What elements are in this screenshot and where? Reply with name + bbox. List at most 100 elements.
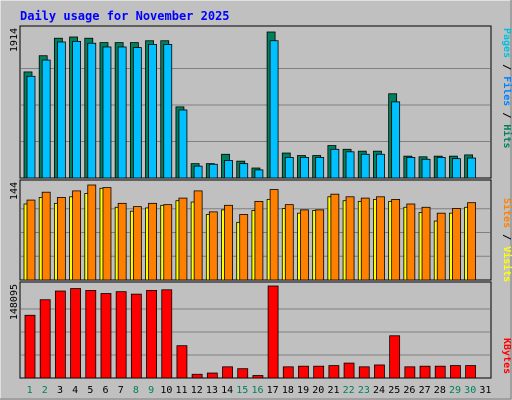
bar-files <box>87 42 97 179</box>
panel-sites-visits: 144 Sites / Visits <box>9 179 512 282</box>
x-tick-label: 25 <box>388 385 400 396</box>
bar-kbytes <box>24 314 36 379</box>
x-tick-label: 29 <box>449 385 461 396</box>
bar-sites <box>315 209 325 281</box>
bar-sites <box>56 197 66 281</box>
bar-sites <box>87 184 97 281</box>
bar-files <box>148 44 157 179</box>
x-tick-label: 24 <box>373 385 385 396</box>
bar-kbytes <box>358 366 370 379</box>
panel-top-background <box>19 25 492 179</box>
bar-sites <box>284 204 294 281</box>
x-tick-label: 26 <box>403 385 415 396</box>
bar-files <box>391 101 401 179</box>
x-tick-label: 16 <box>251 385 263 396</box>
panel-middle-bars <box>23 184 477 281</box>
bar-kbytes <box>404 366 416 379</box>
bar-files <box>452 158 461 179</box>
x-tick-label: 31 <box>479 385 491 396</box>
bar-kbytes <box>54 290 66 379</box>
x-tick-label: 17 <box>267 385 279 396</box>
bar-sites <box>163 204 173 281</box>
x-tick-label: 5 <box>87 385 93 396</box>
bar-sites <box>117 202 127 281</box>
bar-files <box>56 41 66 179</box>
bar-sites <box>72 190 81 281</box>
bar-kbytes <box>298 365 309 379</box>
bar-sites <box>132 206 142 281</box>
bar-files <box>467 157 477 179</box>
bar-sites <box>345 196 355 281</box>
x-tick-label: 23 <box>358 385 370 396</box>
y-max-label-middle: 144 <box>9 182 20 200</box>
bar-kbytes <box>206 372 218 379</box>
bar-kbytes <box>267 285 279 379</box>
bar-kbytes <box>130 293 142 379</box>
panel-hits-files-pages: 1914 Pages / Files / Hits <box>9 25 512 179</box>
x-tick-label: 7 <box>118 385 124 396</box>
bar-files <box>102 46 112 179</box>
x-tick-label: 11 <box>176 385 188 396</box>
bar-sites <box>26 199 36 281</box>
bar-files <box>193 165 203 179</box>
bar-sites <box>330 193 340 281</box>
bar-files <box>117 46 127 179</box>
bar-sites <box>436 212 446 281</box>
bar-kbytes <box>434 365 446 379</box>
bar-files <box>376 153 385 179</box>
bar-sites <box>406 203 416 281</box>
x-tick-label: 20 <box>312 385 324 396</box>
bar-kbytes <box>191 373 203 379</box>
legend-visits: Visits <box>501 246 512 282</box>
y-max-label-bottom: 148095 <box>9 284 20 320</box>
x-tick-label: 13 <box>206 385 218 396</box>
bar-sites <box>376 196 385 281</box>
x-tick-label: 28 <box>434 385 446 396</box>
bar-sites <box>467 202 477 281</box>
bar-kbytes <box>374 364 385 379</box>
legend-sites: Sites <box>501 198 512 228</box>
bar-kbytes <box>313 365 325 379</box>
bar-kbytes <box>176 345 188 379</box>
bar-files <box>345 151 355 179</box>
bar-files <box>436 157 446 179</box>
x-tick-label: 19 <box>297 385 309 396</box>
bar-sites <box>391 199 401 281</box>
bar-sites <box>421 206 431 281</box>
x-tick-label: 14 <box>221 385 233 396</box>
bar-kbytes <box>328 365 340 379</box>
bar-sites <box>269 189 279 281</box>
bar-files <box>41 59 51 179</box>
x-tick-label: 12 <box>191 385 203 396</box>
bar-kbytes <box>237 368 249 379</box>
legend-separator-2: / <box>501 112 512 118</box>
x-axis-day-labels: 1 2 3 4 5 6 7 8 9 10 11 12 13 14 15 16 17 18 19 20 21 22 23 24 2… <box>27 385 492 396</box>
x-tick-label: 1 <box>27 385 33 396</box>
legend-pages: Pages <box>501 28 512 58</box>
bar-files <box>208 163 218 179</box>
x-tick-label: 21 <box>327 385 339 396</box>
bar-kbytes <box>100 293 112 379</box>
bar-files <box>360 153 370 179</box>
legend-separator-3: / <box>501 234 512 240</box>
bar-files <box>239 163 249 179</box>
x-tick-label: 27 <box>419 385 431 396</box>
bar-kbytes <box>282 366 294 379</box>
bar-kbytes <box>389 335 401 379</box>
x-tick-label: 6 <box>103 385 109 396</box>
panel-bottom-background <box>19 281 492 379</box>
x-tick-label: 10 <box>160 385 172 396</box>
legend-bottom: KBytes <box>501 338 512 374</box>
bar-sites <box>178 197 188 281</box>
x-tick-label: 22 <box>343 385 355 396</box>
x-tick-label: 30 <box>464 385 476 396</box>
legend-middle: Sites / Visits <box>501 198 512 282</box>
x-tick-label: 15 <box>236 385 248 396</box>
legend-kbytes: KBytes <box>501 338 512 374</box>
panel-bottom-grid <box>21 308 490 356</box>
panel-top-bars <box>23 31 477 179</box>
bar-files <box>330 148 340 179</box>
bar-files <box>300 157 309 179</box>
bar-sites <box>208 211 218 281</box>
